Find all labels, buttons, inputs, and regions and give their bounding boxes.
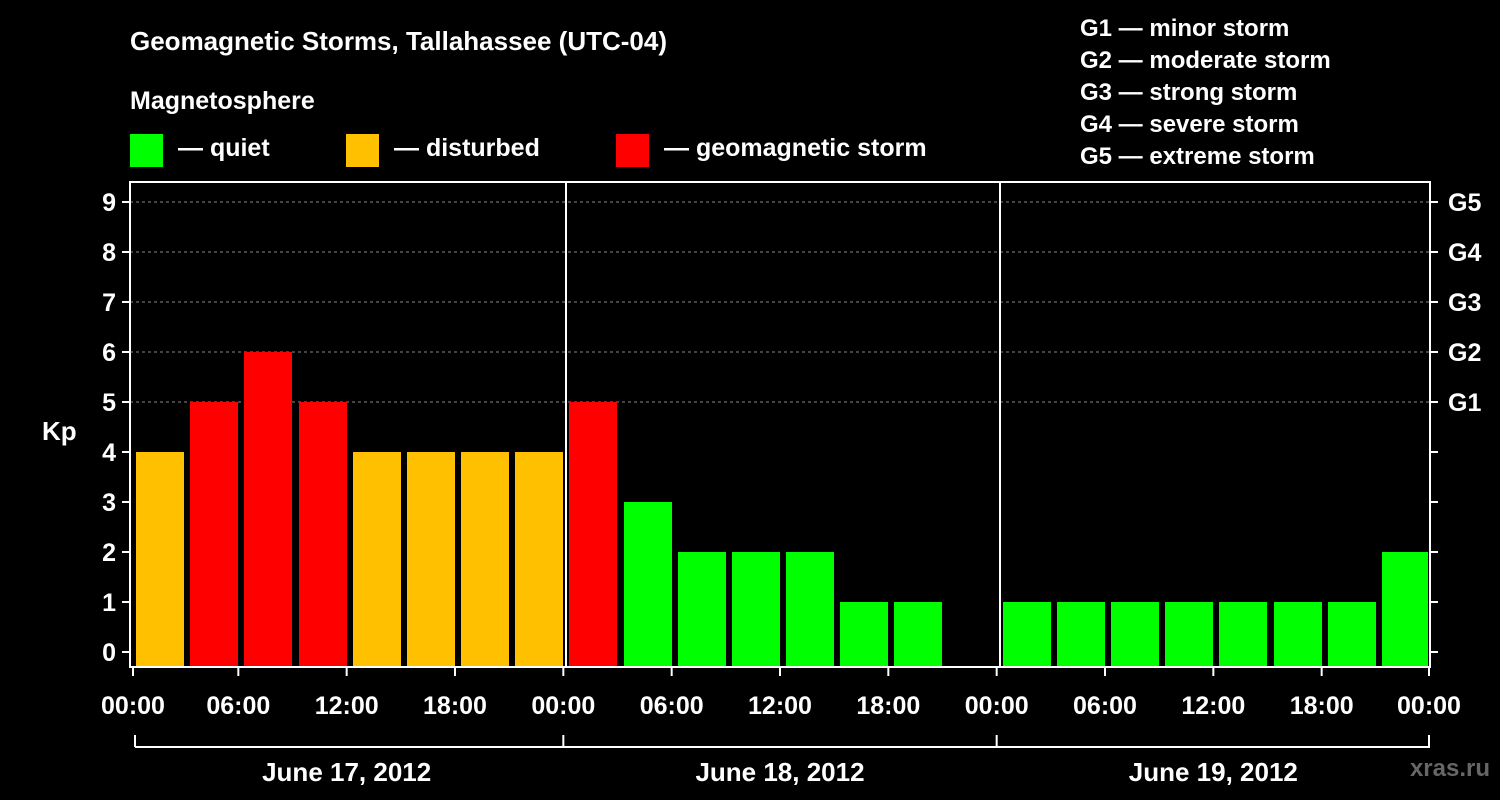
grid-lines	[130, 201, 1430, 403]
kp-bar	[1219, 602, 1267, 667]
kp-bar	[461, 452, 509, 667]
kp-bar	[244, 352, 292, 667]
g-scale-item: G4 — severe storm	[1080, 111, 1299, 138]
x-tick-label: 12:00	[315, 692, 379, 720]
kp-bar	[299, 402, 347, 667]
y-tick-label: 8	[102, 239, 116, 267]
y-tick-label: 9	[102, 189, 116, 217]
y-tick-label: 4	[102, 439, 116, 467]
g-scale-item: G1 — minor storm	[1080, 15, 1290, 42]
kp-bar	[136, 452, 184, 667]
kp-bar	[1165, 602, 1213, 667]
g-level-label: G4	[1448, 239, 1481, 267]
y-tick-label: 6	[102, 339, 116, 367]
legend-label-storm: — geomagnetic storm	[664, 134, 927, 162]
x-tick-label: 18:00	[1290, 692, 1354, 720]
x-tick-label: 18:00	[423, 692, 487, 720]
kp-bar	[840, 602, 888, 667]
y-tick-label: 0	[102, 639, 116, 667]
x-tick-label: 06:00	[206, 692, 270, 720]
g-level-label: G1	[1448, 389, 1481, 417]
kp-bar	[407, 452, 455, 667]
kp-bar	[1057, 602, 1105, 667]
kp-bar	[1003, 602, 1051, 667]
x-tick-label: 00:00	[965, 692, 1029, 720]
kp-bar	[569, 402, 617, 667]
x-tick-label: 18:00	[856, 692, 920, 720]
tick-labels: 0 1 2 3 4 5 6 7 8 9 G1 G2 G3 G4 G5 Kp 00:00 06:00 12:00 18:…	[42, 189, 1481, 787]
kp-bar	[1328, 602, 1376, 667]
kp-bar	[1274, 602, 1322, 667]
kp-bar	[624, 502, 672, 667]
axes	[122, 181, 1438, 748]
g-level-label: G3	[1448, 289, 1481, 317]
legend-label-quiet: — quiet	[178, 134, 270, 162]
day-label: June 17, 2012	[262, 757, 431, 787]
kp-bar	[678, 552, 726, 667]
kp-bar	[190, 402, 238, 667]
x-tick-label: 06:00	[1073, 692, 1137, 720]
legend-label-disturbed: — disturbed	[394, 134, 540, 162]
x-tick-label: 12:00	[1181, 692, 1245, 720]
day-label: June 19, 2012	[1129, 757, 1298, 787]
g-level-label: G5	[1448, 189, 1481, 217]
x-tick-label: 00:00	[531, 692, 595, 720]
kp-bar	[515, 452, 563, 667]
g-level-label: G2	[1448, 339, 1481, 367]
kp-bar	[353, 452, 401, 667]
day-label: June 18, 2012	[695, 757, 864, 787]
y-tick-label: 3	[102, 489, 116, 517]
chart-title: Geomagnetic Storms, Tallahassee (UTC-04)	[130, 26, 668, 56]
legend-swatch-quiet	[130, 134, 163, 167]
x-tick-label: 06:00	[640, 692, 704, 720]
kp-bar	[1382, 552, 1428, 667]
kp-bars	[136, 352, 1428, 667]
y-tick-label: 2	[102, 539, 116, 567]
g-scale-item: G2 — moderate storm	[1080, 47, 1331, 74]
watermark: xras.ru	[1409, 755, 1490, 782]
x-tick-label: 00:00	[1397, 692, 1461, 720]
kp-bar	[1111, 602, 1159, 667]
y-axis-label: Kp	[42, 416, 77, 446]
kp-bar	[786, 552, 834, 667]
g-scale-item: G5 — extreme storm	[1080, 143, 1315, 170]
y-tick-label: 7	[102, 289, 116, 317]
y-tick-label: 5	[102, 389, 116, 417]
y-tick-label: 1	[102, 589, 116, 617]
x-tick-label: 00:00	[101, 692, 165, 720]
x-tick-label: 12:00	[748, 692, 812, 720]
kp-bar	[732, 552, 780, 667]
g-scale-item: G3 — strong storm	[1080, 79, 1298, 106]
magnetosphere-title: Magnetosphere	[130, 87, 315, 115]
kp-bar	[894, 602, 942, 667]
legend-swatch-disturbed	[346, 134, 379, 167]
legend-swatch-storm	[616, 134, 649, 167]
